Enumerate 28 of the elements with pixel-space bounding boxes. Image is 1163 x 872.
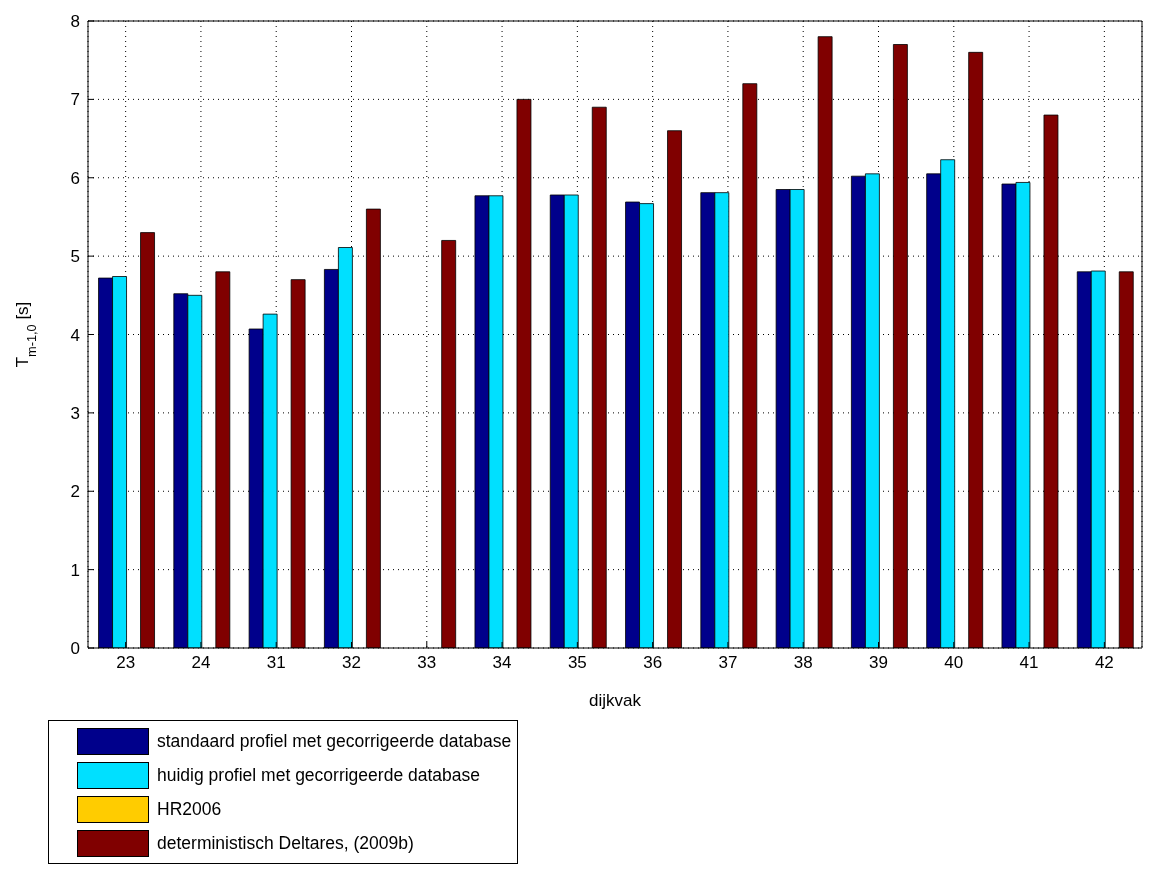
x-tick-label: 33 (417, 653, 437, 673)
y-tick-label: 0 (70, 639, 80, 659)
y-tick-label: 1 (70, 560, 80, 580)
x-tick-label: 34 (492, 653, 512, 673)
x-tick-label: 24 (191, 653, 211, 673)
x-tick-label: 42 (1094, 653, 1114, 673)
x-tick-label: 40 (944, 653, 964, 673)
y-tick-label: 4 (70, 325, 80, 345)
y-tick-label: 2 (70, 482, 80, 502)
legend-label: HR2006 (157, 798, 222, 820)
x-tick-label: 37 (718, 653, 738, 673)
x-tick-label: 41 (1019, 653, 1039, 673)
x-tick-label: 39 (869, 653, 888, 673)
x-tick-label: 35 (567, 653, 587, 673)
y-tick-label: 5 (70, 247, 80, 267)
legend-label: deterministisch Deltares, (2009b) (157, 832, 414, 854)
x-tick-label: 36 (643, 653, 663, 673)
legend-label: huidig profiel met gecorrigeerde database (157, 764, 480, 786)
x-tick-label: 31 (266, 653, 286, 673)
x-tick-label: 32 (342, 653, 361, 673)
y-tick-label: 3 (70, 403, 80, 423)
legend-label: standaard profiel met gecorrigeerde database (157, 730, 512, 752)
x-tick-label: 23 (116, 653, 136, 673)
y-tick-label: 6 (70, 168, 80, 188)
y-tick-label: 7 (70, 90, 80, 110)
x-axis-title: dijkvak (589, 691, 642, 710)
y-tick-label: 8 (70, 12, 80, 32)
x-tick-label: 38 (793, 653, 813, 673)
